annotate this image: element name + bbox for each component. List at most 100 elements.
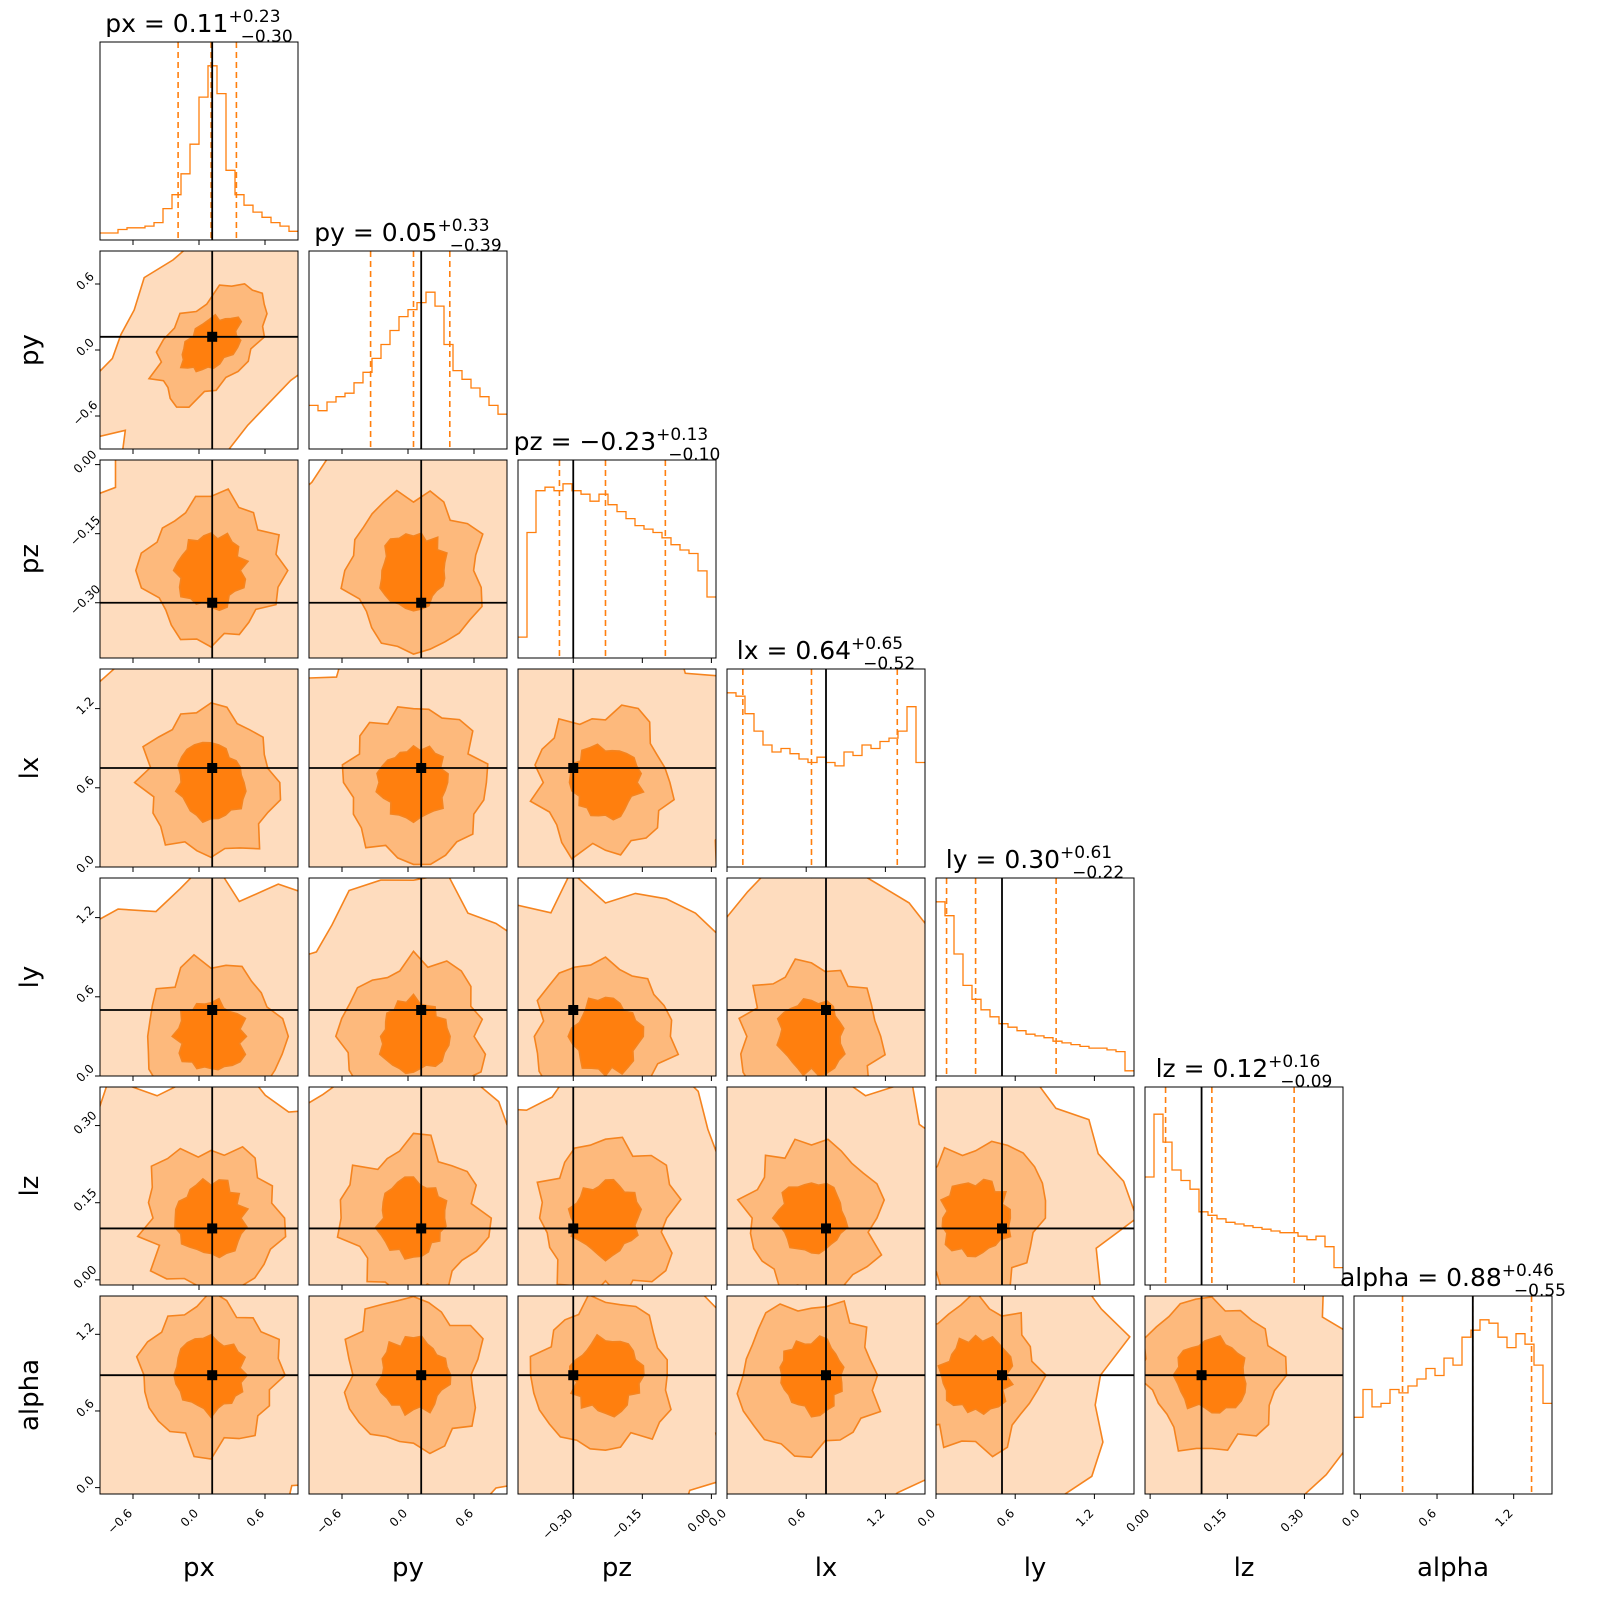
truth-marker-py-pz — [416, 597, 427, 608]
truth-marker-px-py — [207, 331, 218, 342]
ytick-label-alpha-1: 0.6 — [73, 1396, 96, 1419]
ytick-label-lz-2: 0.30 — [71, 1108, 100, 1137]
yaxis-label-lx: lx — [15, 757, 45, 780]
ytick-label-ly-2: 1.2 — [73, 903, 96, 926]
truth-marker-ly-lz — [997, 1223, 1007, 1234]
joint-frame-lz-alpha — [1144, 1295, 1344, 1495]
xtick-label-ly-0: 0.0 — [915, 1506, 938, 1529]
contour-py-lz-2 — [374, 1176, 448, 1260]
xtick-label-lz-2: 0.30 — [1278, 1506, 1307, 1535]
truth-marker-py-ly — [416, 1005, 427, 1015]
contour-py-ly-2 — [378, 993, 451, 1075]
xtick-label-alpha-0: 0.0 — [1339, 1506, 1362, 1529]
ytick-label-lx-1: 0.6 — [73, 773, 96, 796]
ytick-label-ly-0: 0.0 — [73, 1061, 96, 1084]
param-title-alpha: alpha = 0.88+0.46 −0.55 — [1340, 1261, 1566, 1301]
param-title-py: py = 0.05+0.33 −0.39 — [314, 216, 501, 256]
truth-marker-lx-alpha — [821, 1370, 831, 1381]
contour-py-lx-2 — [375, 744, 449, 824]
xtick-label-py-0: −0.6 — [314, 1506, 345, 1537]
yaxis-label-py: py — [15, 334, 45, 366]
hist-panel-pz — [518, 460, 716, 658]
xtick-label-alpha-2: 1.2 — [1492, 1506, 1515, 1529]
xtick-label-lz-1: 0.15 — [1201, 1506, 1230, 1535]
xtick-label-ly-2: 1.2 — [1073, 1506, 1096, 1529]
hist-panel-lz — [1145, 1087, 1343, 1285]
histogram-ly — [936, 901, 1134, 1072]
xtick-label-alpha-1: 0.6 — [1416, 1506, 1439, 1529]
joint-frame-pz-lx — [517, 668, 717, 868]
xaxis-label-alpha: alpha — [1417, 1553, 1489, 1583]
hist-panel-py — [309, 251, 507, 449]
param-title-px: px = 0.11+0.23 −0.30 — [105, 7, 292, 47]
hist-frame-lz — [1144, 1086, 1344, 1286]
yaxis-label-lz: lz — [15, 1176, 45, 1197]
histogram-alpha — [1354, 1319, 1552, 1418]
xtick-label-lx-2: 1.2 — [864, 1506, 887, 1529]
xtick-label-px-1: 0.0 — [178, 1506, 201, 1529]
xtick-label-py-1: 0.0 — [387, 1506, 410, 1529]
hist-panel-alpha — [1354, 1296, 1552, 1494]
joint-frame-ly-alpha — [935, 1295, 1135, 1495]
xtick-label-px-0: −0.6 — [105, 1506, 136, 1537]
param-title-pz: pz = −0.23+0.13 −0.10 — [514, 425, 721, 465]
truth-marker-pz-lz — [568, 1223, 579, 1234]
truth-marker-px-lx — [207, 763, 218, 773]
ytick-label-pz-2: 0.00 — [71, 447, 100, 476]
ytick-label-alpha-0: 0.0 — [73, 1473, 96, 1496]
truth-marker-lz-alpha — [1196, 1370, 1207, 1381]
truth-marker-px-lz — [207, 1223, 218, 1234]
contour-pz-lx-2 — [568, 743, 645, 821]
joint-frame-pz-lz — [517, 1086, 717, 1286]
xaxis-label-lx: lx — [815, 1553, 838, 1583]
xaxis-label-ly: ly — [1024, 1553, 1047, 1583]
contour-px-lx-2 — [174, 741, 247, 824]
ytick-label-ly-1: 0.6 — [73, 982, 96, 1005]
truth-marker-px-alpha — [207, 1370, 218, 1381]
ytick-label-py-2: 0.6 — [73, 269, 96, 292]
histogram-pz — [518, 483, 716, 638]
truth-marker-pz-alpha — [568, 1370, 579, 1381]
yaxis-label-pz: pz — [15, 544, 45, 574]
truth-marker-lx-lz — [821, 1223, 831, 1234]
joint-frame-pz-ly — [517, 877, 717, 1077]
joint-frame-lx-lz — [726, 1086, 926, 1286]
truth-marker-px-ly — [207, 1005, 218, 1015]
joint-frame-lx-ly — [726, 877, 926, 1077]
xtick-label-ly-1: 0.6 — [994, 1506, 1017, 1529]
xtick-label-px-2: 0.6 — [244, 1506, 267, 1529]
truth-marker-pz-ly — [568, 1005, 579, 1015]
joint-frame-lx-alpha — [726, 1295, 926, 1495]
truth-marker-py-lx — [416, 763, 427, 773]
ytick-label-py-0: −0.6 — [70, 398, 101, 429]
hist-frame-pz — [517, 459, 717, 659]
contour-lx-ly-2 — [776, 998, 846, 1076]
ytick-label-alpha-2: 1.2 — [73, 1320, 96, 1343]
contour-ly-lz-2 — [939, 1178, 1012, 1258]
ytick-label-lz-1: 0.15 — [71, 1185, 100, 1214]
ytick-label-pz-1: −0.15 — [67, 513, 103, 549]
xaxis-label-pz: pz — [602, 1553, 632, 1583]
hist-panel-ly — [936, 878, 1134, 1076]
histogram-py — [309, 291, 507, 415]
truth-marker-lx-ly — [821, 1005, 831, 1015]
ytick-label-lx-2: 1.2 — [73, 694, 96, 717]
param-title-ly: ly = 0.30+0.61 −0.22 — [946, 843, 1124, 883]
histogram-lz — [1145, 1113, 1343, 1269]
xaxis-label-lz: lz — [1234, 1553, 1255, 1583]
ytick-label-pz-0: −0.30 — [67, 582, 103, 618]
xaxis-label-px: px — [183, 1553, 215, 1583]
truth-marker-py-alpha — [416, 1370, 427, 1381]
contour-pz-ly-2 — [567, 996, 645, 1076]
xaxis-label-py: py — [392, 1553, 424, 1583]
xtick-label-lz-0: 0.00 — [1123, 1506, 1152, 1535]
hist-frame-alpha — [1353, 1295, 1553, 1495]
truth-marker-py-lz — [416, 1223, 427, 1234]
histogram-px — [100, 65, 298, 234]
contour-px-py-2 — [179, 313, 243, 373]
xtick-label-lx-1: 0.6 — [785, 1506, 808, 1529]
yaxis-label-ly: ly — [15, 966, 45, 989]
ytick-label-lx-0: 0.0 — [73, 852, 96, 875]
ytick-label-py-1: 0.0 — [73, 335, 96, 358]
